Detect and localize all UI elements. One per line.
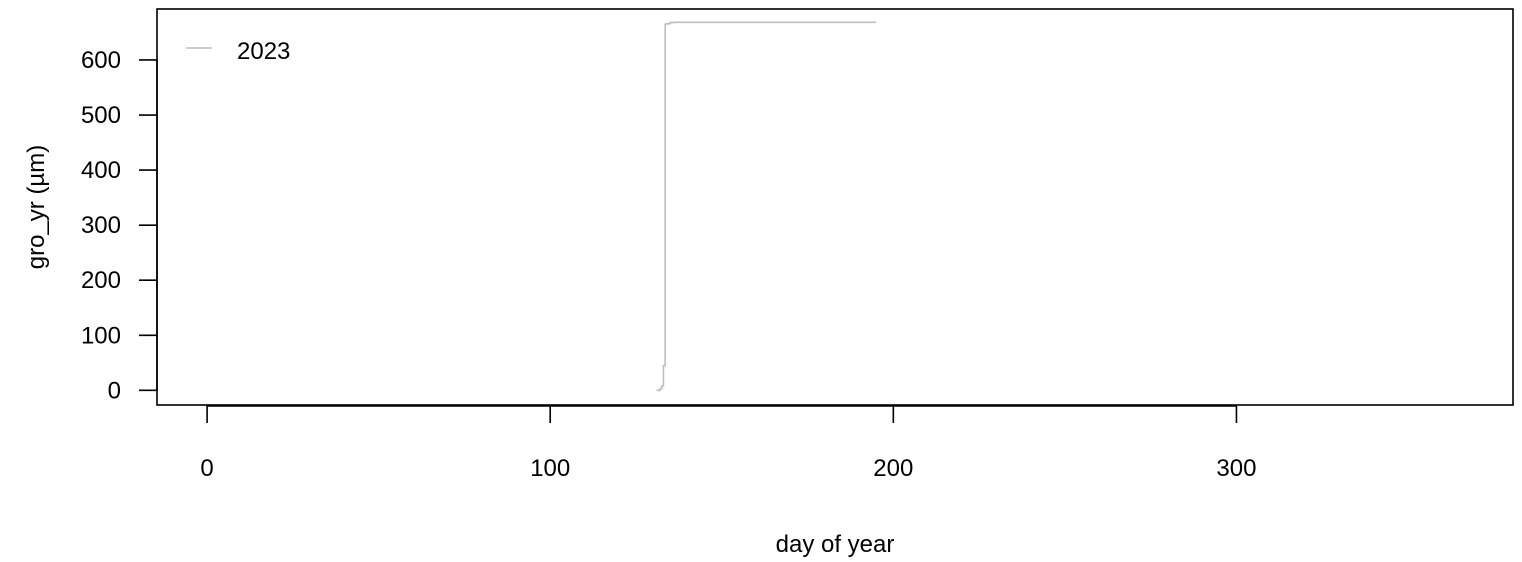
plot-frame — [156, 8, 1514, 406]
x-axis: 0 100 200 300 — [200, 405, 1256, 482]
y-tick-label: 400 — [81, 157, 121, 184]
series-layer — [656, 21, 877, 392]
x-tick-label: 200 — [873, 455, 913, 482]
y-tick-label: 600 — [81, 47, 121, 74]
y-tick-label: 200 — [81, 267, 121, 294]
x-tick-label: 300 — [1216, 455, 1256, 482]
x-tick-label: 0 — [200, 455, 213, 482]
y-tick-label: 500 — [81, 102, 121, 129]
legend: 2023 — [186, 38, 290, 65]
x-tick-label: 100 — [530, 455, 570, 482]
y-tick-label: 0 — [108, 377, 121, 404]
y-axis-label: gro_yr (µm) — [23, 145, 50, 270]
series-line-2023 — [656, 21, 877, 392]
y-tick-label: 300 — [81, 212, 121, 239]
y-axis: 0 100 200 300 400 500 600 — [81, 47, 158, 404]
x-axis-label: day of year — [776, 531, 895, 558]
y-tick-label: 100 — [81, 322, 121, 349]
legend-label-2023: 2023 — [237, 38, 290, 65]
